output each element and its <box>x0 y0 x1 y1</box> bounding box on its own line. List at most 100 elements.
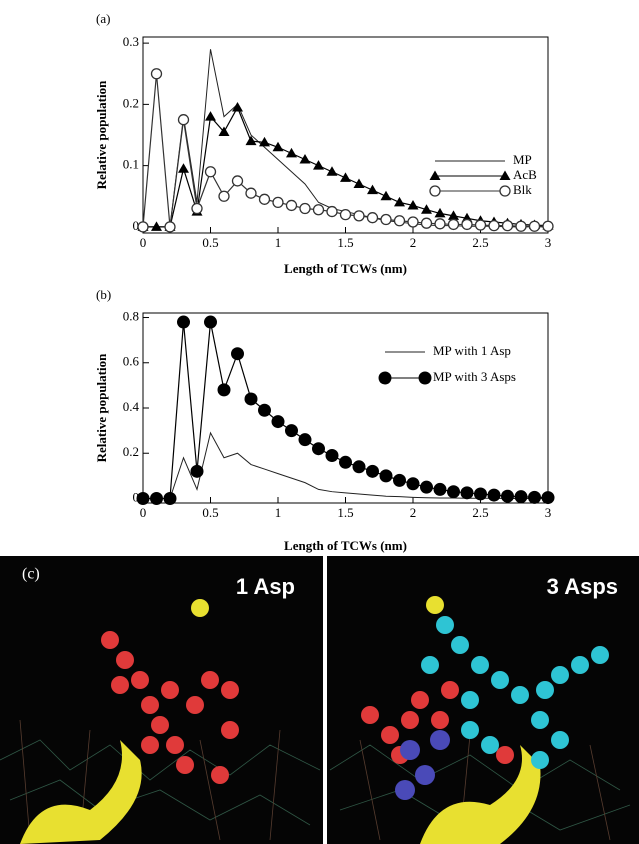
figure: (c) 1 Asp 3 Asps (a)Length of TCWs (nm)R… <box>0 0 639 844</box>
marker <box>430 171 441 181</box>
y-tick-label: 0.2 <box>123 444 139 459</box>
marker <box>407 477 420 490</box>
x-tick-label: 1.5 <box>337 235 353 250</box>
marker <box>300 154 311 164</box>
marker <box>462 219 472 229</box>
marker <box>341 210 351 220</box>
x-axis-label: Length of TCWs (nm) <box>284 261 407 276</box>
panel-caption: 1 Asp <box>236 574 295 599</box>
x-tick-label: 3 <box>545 235 552 250</box>
legend-label: MP <box>513 152 532 167</box>
marker <box>395 216 405 226</box>
x-tick-label: 2 <box>410 505 417 520</box>
marker <box>447 485 460 498</box>
legend-label: MP with 1 Asp <box>433 343 511 358</box>
marker <box>273 197 283 207</box>
marker <box>528 491 541 504</box>
y-tick-label: 0.1 <box>123 157 139 172</box>
y-tick-label: 0.8 <box>123 309 139 324</box>
marker <box>151 221 162 231</box>
marker <box>340 172 351 182</box>
marker <box>368 213 378 223</box>
marker <box>313 160 324 170</box>
y-tick-label: 0.3 <box>123 34 139 49</box>
y-tick-label: 0.6 <box>123 354 140 369</box>
x-axis-label: Length of TCWs (nm) <box>284 538 407 553</box>
x-tick-label: 2.5 <box>472 505 488 520</box>
marker <box>474 487 487 500</box>
marker <box>273 142 284 152</box>
marker <box>138 222 148 232</box>
marker <box>435 219 445 229</box>
marker <box>434 483 447 496</box>
marker <box>327 207 337 217</box>
marker <box>379 372 392 385</box>
x-tick-label: 0.5 <box>202 505 218 520</box>
image-background <box>0 556 639 844</box>
marker <box>260 194 270 204</box>
legend-label: Blk <box>513 182 532 197</box>
marker <box>354 179 365 189</box>
marker <box>232 102 243 112</box>
ion <box>426 596 444 614</box>
marker <box>500 171 511 181</box>
legend-label: MP with 3 Asps <box>433 369 516 384</box>
x-tick-label: 2.5 <box>472 235 488 250</box>
marker <box>314 205 324 215</box>
legend-label: AcB <box>513 167 537 182</box>
series-line <box>143 49 548 227</box>
marker <box>191 465 204 478</box>
marker <box>380 469 393 482</box>
series-line <box>143 74 548 227</box>
marker <box>312 442 325 455</box>
x-tick-label: 0 <box>140 505 147 520</box>
marker <box>285 424 298 437</box>
marker <box>206 167 216 177</box>
marker <box>326 449 339 462</box>
marker <box>219 191 229 201</box>
panel-caption: 3 Asps <box>547 574 618 599</box>
marker <box>137 492 150 505</box>
marker <box>300 204 310 214</box>
marker <box>515 490 528 503</box>
plot-frame <box>143 313 548 503</box>
marker <box>179 115 189 125</box>
marker <box>430 186 440 196</box>
marker <box>233 176 243 186</box>
marker <box>501 490 514 503</box>
marker <box>488 489 501 502</box>
marker <box>204 316 217 329</box>
marker <box>246 136 257 146</box>
marker <box>287 200 297 210</box>
y-axis-label: Relative population <box>94 353 109 462</box>
marker <box>165 222 175 232</box>
marker <box>192 204 202 214</box>
y-axis-label: Relative population <box>94 80 109 189</box>
marker <box>422 218 432 228</box>
x-tick-label: 2 <box>410 235 417 250</box>
y-tick-label: 0.2 <box>123 95 139 110</box>
marker <box>461 486 474 499</box>
marker <box>367 185 378 195</box>
marker <box>489 221 499 231</box>
marker <box>503 221 513 231</box>
marker <box>500 186 510 196</box>
marker <box>420 481 433 494</box>
molecular-panel: (c) 1 Asp 3 Asps <box>0 556 639 844</box>
marker <box>394 197 405 207</box>
x-tick-label: 0 <box>140 235 147 250</box>
y-tick-label: 0.4 <box>123 399 140 414</box>
marker <box>299 433 312 446</box>
x-tick-label: 1 <box>275 235 282 250</box>
x-tick-label: 1.5 <box>337 505 353 520</box>
marker <box>231 347 244 360</box>
marker <box>381 215 391 225</box>
marker <box>366 465 379 478</box>
marker <box>286 148 297 158</box>
marker <box>353 460 366 473</box>
marker <box>152 69 162 79</box>
marker <box>543 221 553 231</box>
marker <box>476 220 486 230</box>
marker <box>218 383 231 396</box>
marker <box>542 491 555 504</box>
